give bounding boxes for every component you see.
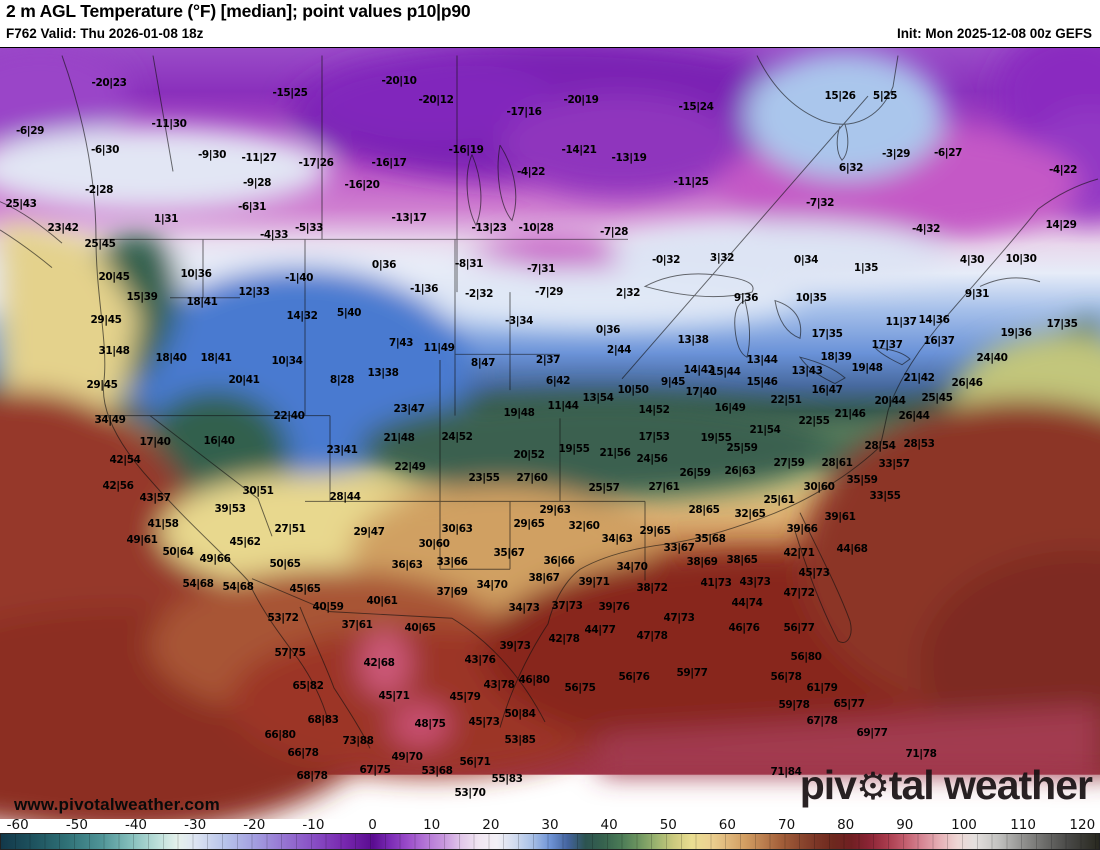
brand-text-post: tal weather — [888, 762, 1093, 808]
geo-borders — [0, 55, 1099, 749]
colorbar-tick: -40 — [124, 817, 148, 833]
colorbar-segments — [1, 834, 1099, 849]
map-title: 2 m AGL Temperature (°F) [median]; point… — [6, 1, 471, 21]
colorbar-tick: -60 — [6, 817, 29, 833]
gear-icon: ⚙ — [855, 765, 890, 807]
valid-time: F762 Valid: Thu 2026-01-08 18z — [6, 26, 204, 41]
temperature-map[interactable] — [0, 47, 1100, 819]
colorbar-tick: 20 — [482, 817, 500, 833]
colorbar-tick: 60 — [718, 817, 736, 833]
watermark-brand: piv⚙tal weather — [799, 762, 1093, 809]
colorbar-tick: 10 — [423, 817, 441, 833]
temperature-field — [0, 48, 1100, 819]
colorbar-tick: 40 — [600, 817, 618, 833]
colorbar-tick: -10 — [302, 817, 325, 833]
colorbar-tick: 110 — [1010, 817, 1036, 833]
colorbar-tick: 100 — [951, 817, 977, 833]
colorbar-tick: -30 — [184, 817, 207, 833]
colorbar-tick: 0 — [368, 817, 377, 833]
brand-text-pre: piv — [799, 762, 857, 808]
colorbar-tick: -20 — [243, 817, 266, 833]
colorbar-tick: 50 — [659, 817, 677, 833]
colorbar-tick: 30 — [541, 817, 559, 833]
colorbar-tick: 120 — [1069, 817, 1096, 833]
temperature-blobs — [0, 48, 1100, 819]
colorbar-tick: 90 — [896, 817, 914, 833]
header: 2 m AGL Temperature (°F) [median]; point… — [0, 0, 1100, 47]
colorbar-ticks: -60 -50 -40 -30 -20 -10 0 10 20 30 40 50 60 70 80 90 100… — [0, 817, 1100, 833]
colorbar-tick: 80 — [837, 817, 855, 833]
colorbar-tick: -50 — [65, 817, 88, 833]
init-time: Init: Mon 2025-12-08 00z GEFS — [896, 26, 1092, 41]
colorbar — [0, 833, 1100, 850]
colorbar-tick: 70 — [778, 817, 796, 833]
watermark-url: www.pivotalweather.com — [14, 795, 220, 814]
